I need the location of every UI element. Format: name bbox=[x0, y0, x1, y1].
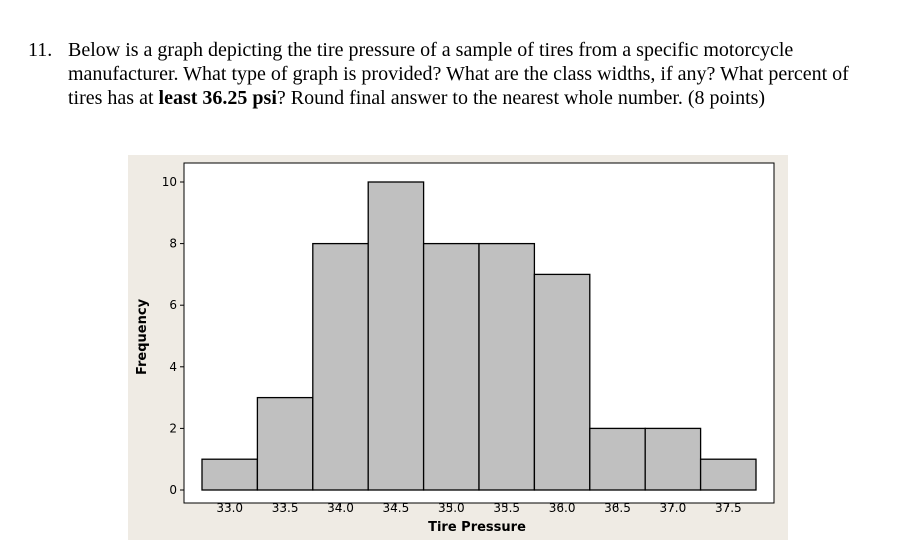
x-tick-label: 37.5 bbox=[715, 501, 742, 515]
histogram-bar bbox=[256, 396, 314, 491]
y-tick-label: 0 bbox=[169, 483, 177, 497]
question-text-part1: Below is a graph depicting the tire pres… bbox=[68, 39, 849, 109]
y-tick-label: 8 bbox=[169, 237, 177, 251]
y-tick-label: 4 bbox=[169, 360, 177, 374]
histogram-bar bbox=[201, 458, 259, 491]
question-text-part2: ? Round final answer to the nearest whol… bbox=[276, 87, 766, 109]
histogram-bar bbox=[367, 181, 425, 491]
y-tick-label: 2 bbox=[169, 421, 177, 435]
question-text: Below is a graph depicting the tire pres… bbox=[68, 38, 878, 110]
histogram-bar bbox=[699, 458, 757, 491]
y-tick-label: 10 bbox=[162, 175, 177, 189]
question-block: 11. Below is a graph depicting the tire … bbox=[28, 38, 878, 110]
x-tick-label: 36.5 bbox=[604, 501, 631, 515]
x-tick-label: 33.5 bbox=[272, 501, 299, 515]
question-text-bold: least 36.25 psi bbox=[158, 87, 277, 109]
histogram-bar bbox=[422, 242, 480, 491]
histogram-bar bbox=[533, 273, 591, 491]
histogram-bar bbox=[644, 427, 702, 491]
x-tick-label: 35.5 bbox=[493, 501, 520, 515]
histogram-bar bbox=[478, 242, 536, 491]
histogram-svg: 0 2 4 6 8 10 33.0 33.5 34.0 34.5 35.0 35.5 36.0 36.5… bbox=[128, 155, 788, 540]
histogram-bar bbox=[589, 427, 646, 491]
x-tick-label: 37.0 bbox=[660, 501, 687, 515]
y-axis-label: Frequency bbox=[135, 298, 150, 375]
x-tick-label: 33.0 bbox=[216, 501, 243, 515]
question-number: 11. bbox=[28, 39, 53, 61]
x-tick-label: 36.0 bbox=[549, 501, 576, 515]
x-tick-label: 34.0 bbox=[327, 501, 354, 515]
y-tick-label: 6 bbox=[169, 298, 177, 312]
x-tick-label: 34.5 bbox=[383, 501, 410, 515]
x-tick-label: 35.0 bbox=[438, 501, 465, 515]
histogram-chart: 0 2 4 6 8 10 33.0 33.5 34.0 34.5 35.0 35.5 36.0 36.5… bbox=[128, 155, 788, 540]
histogram-bar bbox=[312, 242, 369, 491]
x-axis-label: Tire Pressure bbox=[428, 520, 526, 535]
